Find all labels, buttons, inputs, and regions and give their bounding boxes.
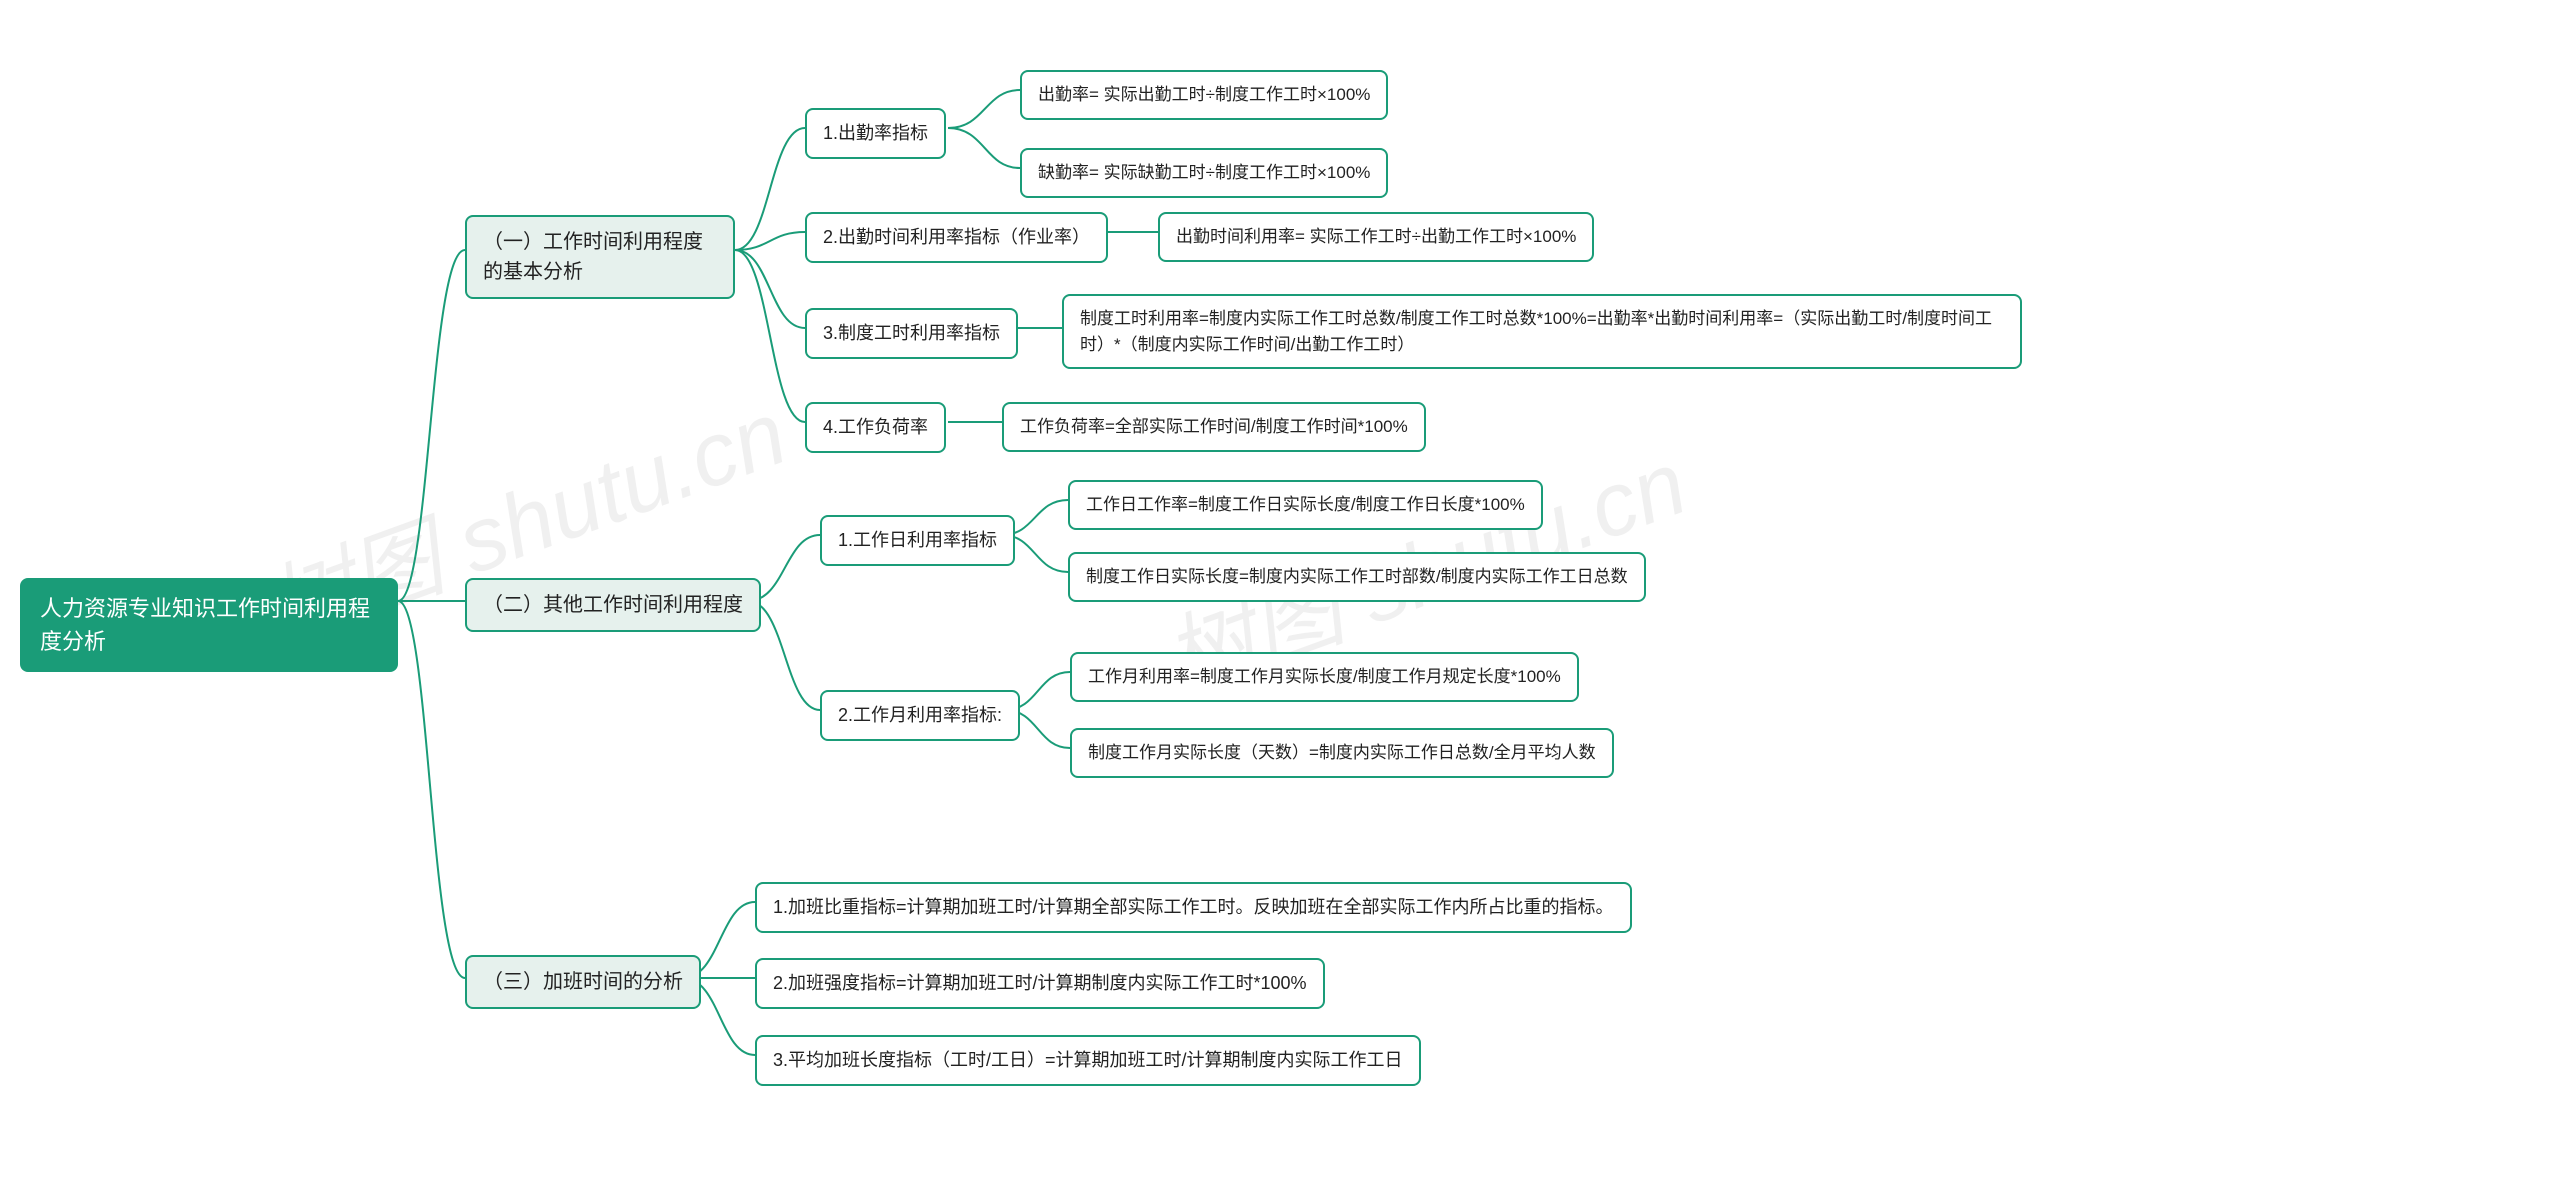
s1-item-4-label: 4.工作负荷率: [823, 414, 928, 441]
s1-item-4: 4.工作负荷率: [805, 402, 946, 453]
s2-item-1-label: 1.工作日利用率指标: [838, 527, 997, 554]
s1-item-3-label: 3.制度工时利用率指标: [823, 320, 1000, 347]
s1-item-1-label: 1.出勤率指标: [823, 120, 928, 147]
section-3: （三）加班时间的分析: [465, 955, 701, 1009]
section-1-label: （一）工作时间利用程度的基本分析: [483, 227, 717, 287]
s2-item-2-leaf-2: 制度工作月实际长度（天数）=制度内实际工作日总数/全月平均人数: [1070, 728, 1614, 778]
s3-item-3-label: 3.平均加班长度指标（工时/工日）=计算期加班工时/计算期制度内实际工作工日: [773, 1047, 1403, 1074]
s3-item-2-label: 2.加班强度指标=计算期加班工时/计算期制度内实际工作工时*100%: [773, 970, 1307, 997]
s3-item-3: 3.平均加班长度指标（工时/工日）=计算期加班工时/计算期制度内实际工作工日: [755, 1035, 1421, 1086]
leaf-label: 工作日工作率=制度工作日实际长度/制度工作日长度*100%: [1086, 492, 1525, 518]
root-node: 人力资源专业知识工作时间利用程度分析: [20, 578, 398, 672]
s3-item-1-label: 1.加班比重指标=计算期加班工时/计算期全部实际工作工时。反映加班在全部实际工作…: [773, 894, 1614, 921]
s1-item-1: 1.出勤率指标: [805, 108, 946, 159]
s1-item-2: 2.出勤时间利用率指标（作业率）: [805, 212, 1108, 263]
section-3-label: （三）加班时间的分析: [483, 967, 683, 997]
leaf-label: 出勤率= 实际出勤工时÷制度工作工时×100%: [1038, 82, 1370, 108]
leaf-label: 工作负荷率=全部实际工作时间/制度工作时间*100%: [1020, 414, 1408, 440]
s3-item-1: 1.加班比重指标=计算期加班工时/计算期全部实际工作工时。反映加班在全部实际工作…: [755, 882, 1632, 933]
s1-item-3-leaf: 制度工时利用率=制度内实际工作工时总数/制度工作工时总数*100%=出勤率*出勤…: [1062, 294, 2022, 369]
s2-item-2-label: 2.工作月利用率指标:: [838, 702, 1002, 729]
s1-item-2-leaf: 出勤时间利用率= 实际工作工时÷出勤工作工时×100%: [1158, 212, 1594, 262]
s1-item-4-leaf: 工作负荷率=全部实际工作时间/制度工作时间*100%: [1002, 402, 1426, 452]
leaf-label: 出勤时间利用率= 实际工作工时÷出勤工作工时×100%: [1176, 224, 1576, 250]
s1-item-2-label: 2.出勤时间利用率指标（作业率）: [823, 224, 1090, 251]
section-2: （二）其他工作时间利用程度: [465, 578, 761, 632]
s1-item-3: 3.制度工时利用率指标: [805, 308, 1018, 359]
leaf-label: 缺勤率= 实际缺勤工时÷制度工作工时×100%: [1038, 160, 1370, 186]
s2-item-2: 2.工作月利用率指标:: [820, 690, 1020, 741]
s2-item-1: 1.工作日利用率指标: [820, 515, 1015, 566]
s2-item-1-leaf-2: 制度工作日实际长度=制度内实际工作工时部数/制度内实际工作工日总数: [1068, 552, 1646, 602]
leaf-label: 工作月利用率=制度工作月实际长度/制度工作月规定长度*100%: [1088, 664, 1561, 690]
leaf-label: 制度工作日实际长度=制度内实际工作工时部数/制度内实际工作工日总数: [1086, 564, 1628, 590]
s3-item-2: 2.加班强度指标=计算期加班工时/计算期制度内实际工作工时*100%: [755, 958, 1325, 1009]
leaf-label: 制度工作月实际长度（天数）=制度内实际工作日总数/全月平均人数: [1088, 740, 1596, 766]
s1-item-1-leaf-1: 出勤率= 实际出勤工时÷制度工作工时×100%: [1020, 70, 1388, 120]
root-label: 人力资源专业知识工作时间利用程度分析: [40, 592, 378, 658]
s1-item-1-leaf-2: 缺勤率= 实际缺勤工时÷制度工作工时×100%: [1020, 148, 1388, 198]
section-2-label: （二）其他工作时间利用程度: [483, 590, 743, 620]
s2-item-2-leaf-1: 工作月利用率=制度工作月实际长度/制度工作月规定长度*100%: [1070, 652, 1579, 702]
s2-item-1-leaf-1: 工作日工作率=制度工作日实际长度/制度工作日长度*100%: [1068, 480, 1543, 530]
leaf-label: 制度工时利用率=制度内实际工作工时总数/制度工作工时总数*100%=出勤率*出勤…: [1080, 306, 2004, 357]
section-1: （一）工作时间利用程度的基本分析: [465, 215, 735, 299]
